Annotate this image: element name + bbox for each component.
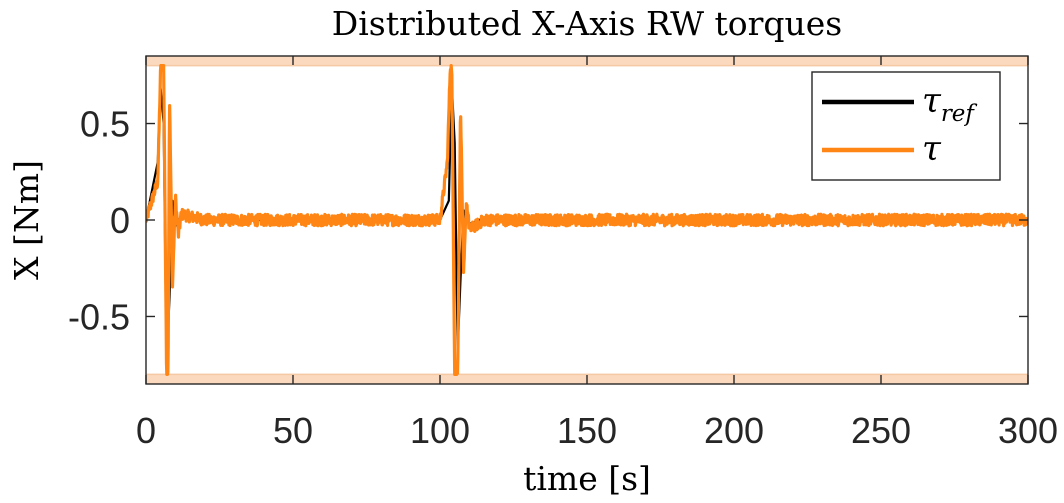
x-tick-label: 0 — [136, 410, 156, 451]
series-layer — [146, 64, 1028, 376]
y-tick-label: -0.5 — [68, 296, 130, 337]
x-tick-label: 100 — [410, 410, 470, 451]
x-tick-label: 200 — [704, 410, 764, 451]
x-tick-label: 150 — [557, 410, 617, 451]
y-tick-label: 0 — [110, 200, 130, 241]
x-axis-label: time [s] — [523, 459, 651, 498]
x-tick-label: 50 — [273, 410, 313, 451]
axis-ticks: 0 50 100 150 200 250 300 -0.5 0 0.5 — [68, 56, 1058, 451]
chart-title: Distributed X-Axis RW torques — [332, 4, 843, 43]
x-tick-label: 300 — [998, 410, 1058, 451]
legend-label: τ — [922, 129, 942, 169]
series-line-tau — [146, 64, 1028, 376]
y-tick-label: 0.5 — [80, 104, 130, 145]
x-tick-label: 250 — [851, 410, 911, 451]
legend-box — [811, 71, 1001, 181]
y-axis-label: X [Nm] — [7, 160, 46, 280]
